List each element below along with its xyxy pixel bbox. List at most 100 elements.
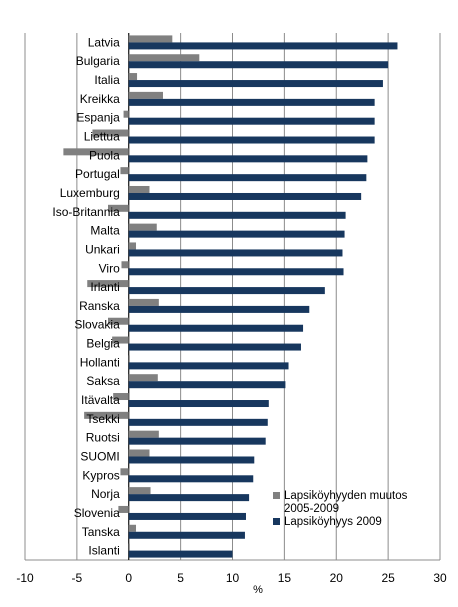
x-tick-label: -5 xyxy=(72,571,83,585)
category-label: Irlanti xyxy=(90,280,119,294)
x-tick-label: -10 xyxy=(16,571,34,585)
bar-poverty-unkari xyxy=(128,249,343,257)
bar-poverty-luxemburg xyxy=(128,192,362,200)
bar-poverty-bulgaria xyxy=(128,61,389,69)
bar-poverty-tsekki xyxy=(128,418,268,426)
category-label: Ruotsi xyxy=(86,431,120,445)
bar-poverty-puola xyxy=(128,155,368,163)
bar-change-saksa xyxy=(128,374,158,382)
x-axis-title: % xyxy=(253,584,263,596)
legend-label-change-line1: Lapsiköyhyyden muutos xyxy=(284,490,408,502)
legend-swatch-poverty xyxy=(273,518,280,525)
bar-poverty-hollanti xyxy=(128,362,289,370)
bar-poverty-suomi xyxy=(128,456,255,464)
category-label: Ranska xyxy=(79,299,120,313)
category-label: Bulgaria xyxy=(76,54,120,68)
bar-change-latvia xyxy=(128,35,173,43)
category-label: Hollanti xyxy=(80,355,120,369)
bar-poverty-ranska xyxy=(128,305,310,313)
category-label: Itävalta xyxy=(81,393,120,407)
category-label: SUOMI xyxy=(80,449,119,463)
category-label: Tanska xyxy=(82,525,120,539)
category-label: Latvia xyxy=(88,35,120,49)
bar-poverty-espanja xyxy=(128,117,375,125)
x-tick-label: 5 xyxy=(177,571,184,585)
bar-poverty-portugal xyxy=(128,174,367,182)
legend-label-change-line2: 2005-2009 xyxy=(284,503,339,515)
bar-poverty-iso-britannia xyxy=(128,211,346,219)
bar-change-puola xyxy=(63,148,129,156)
bar-poverty-saksa xyxy=(128,381,286,389)
category-label: Kreikka xyxy=(80,92,120,106)
bar-change-ranska xyxy=(128,298,159,306)
category-label: Puola xyxy=(89,148,120,162)
category-label: Viro xyxy=(99,261,120,275)
bar-poverty-norja xyxy=(128,494,250,502)
legend: Lapsiköyhyyden muutos 2005-2009 Lapsiköy… xyxy=(273,490,408,528)
bar-poverty-ruotsi xyxy=(128,437,266,445)
category-label: Portugal xyxy=(75,167,120,181)
bar-change-unkari xyxy=(128,242,137,250)
x-tick-label: 0 xyxy=(125,571,132,585)
bar-change-iso-britannia xyxy=(108,204,129,212)
legend-swatch-change xyxy=(273,492,280,499)
bar-poverty-viro xyxy=(128,268,344,276)
category-label: Belgia xyxy=(86,337,120,351)
x-tick-label: 10 xyxy=(226,571,240,585)
bar-change-tsekki xyxy=(84,411,129,419)
bar-change-irlanti xyxy=(87,280,129,288)
category-label: Iso-Britannia xyxy=(52,205,120,219)
x-tick-label: 15 xyxy=(278,571,292,585)
category-labels: Latvia Bulgaria Italia Kreikka Espanja Liettu… xyxy=(52,35,120,557)
bar-change-kypros xyxy=(120,468,129,476)
category-label: Unkari xyxy=(85,242,120,256)
category-label: Espanja xyxy=(76,111,120,125)
bar-change-suomi xyxy=(128,449,150,457)
category-label: Liettua xyxy=(84,130,120,144)
bar-poverty-liettua xyxy=(128,136,375,144)
bar-change-luxemburg xyxy=(128,185,150,193)
bar-change-liettua xyxy=(92,129,129,137)
x-tick-label: 20 xyxy=(330,571,344,585)
bar-change-tanska xyxy=(128,524,137,532)
x-tick-label: 25 xyxy=(381,571,395,585)
bar-poverty-itävalta xyxy=(128,400,269,408)
category-label: Malta xyxy=(90,224,120,238)
category-label: Kypros xyxy=(82,468,119,482)
category-label: Luxemburg xyxy=(60,186,120,200)
bar-poverty-slovenia xyxy=(128,512,246,520)
bar-change-norja xyxy=(128,487,151,495)
category-label: Tsekki xyxy=(86,412,119,426)
bar-change-viro xyxy=(121,261,129,269)
x-tick-labels: -10 -5 0 5 10 15 20 25 30 xyxy=(16,571,447,585)
x-tick-label: 30 xyxy=(433,571,447,585)
bar-poverty-slovakia xyxy=(128,324,304,332)
bar-poverty-islanti xyxy=(128,550,233,558)
bar-change-bulgaria xyxy=(128,54,200,62)
bars xyxy=(63,35,398,558)
category-label: Slovenia xyxy=(74,506,120,520)
bar-change-ruotsi xyxy=(128,430,159,438)
category-label: Saksa xyxy=(86,374,120,388)
bar-change-portugal xyxy=(120,167,129,175)
bar-poverty-kypros xyxy=(128,475,254,483)
bar-poverty-italia xyxy=(128,80,383,88)
bar-change-islanti xyxy=(128,543,130,551)
bar-change-espanja xyxy=(123,110,129,118)
bar-change-hollanti xyxy=(128,355,130,363)
bar-change-slovenia xyxy=(118,505,129,513)
bar-change-belgia xyxy=(112,336,129,344)
bar-change-itävalta xyxy=(113,393,129,401)
bar-change-kreikka xyxy=(128,91,163,99)
category-label: Islanti xyxy=(88,544,119,558)
bar-poverty-kreikka xyxy=(128,98,375,106)
category-label: Norja xyxy=(91,487,120,501)
category-label: Slovakia xyxy=(74,318,120,332)
bar-poverty-belgia xyxy=(128,343,301,351)
bar-change-italia xyxy=(128,73,138,81)
bar-poverty-latvia xyxy=(128,42,398,50)
bar-poverty-malta xyxy=(128,230,345,238)
bar-poverty-irlanti xyxy=(128,287,325,295)
bar-poverty-tanska xyxy=(128,531,245,539)
